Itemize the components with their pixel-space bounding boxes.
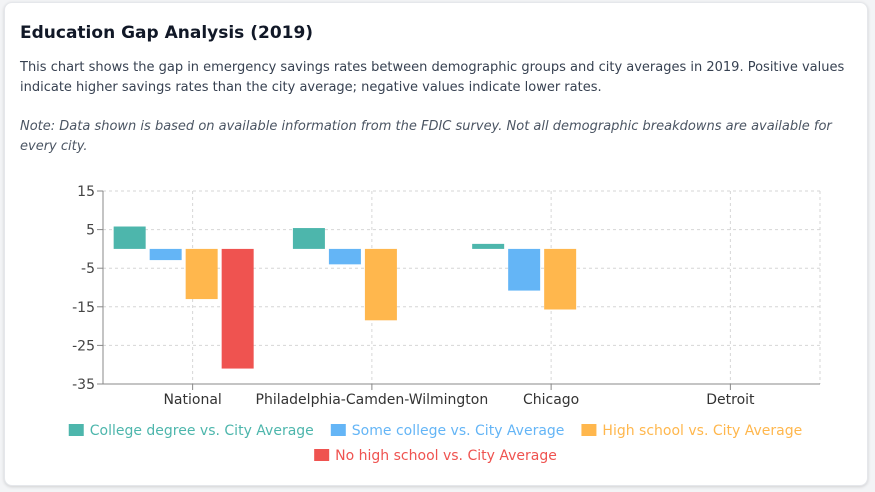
legend-item-label[interactable]: Some college vs. City Average (352, 423, 565, 439)
chart-description: This chart shows the gap in emergency sa… (20, 60, 845, 95)
bar[interactable] (544, 248, 577, 310)
bar[interactable] (149, 248, 182, 261)
legend-item-label[interactable]: High school vs. City Average (602, 423, 802, 439)
bar[interactable] (113, 226, 146, 249)
legend-item-label[interactable]: No high school vs. City Average (335, 448, 557, 464)
bars-group (113, 226, 577, 369)
x-tick-label: Philadelphia-Camden-Wilmington (256, 392, 489, 408)
bar[interactable] (185, 248, 218, 300)
bar[interactable] (221, 248, 254, 369)
y-tick-label: 15 (77, 184, 95, 200)
chart-note: Note: Data shown is based on available i… (20, 119, 832, 154)
chart-title: Education Gap Analysis (2019) (20, 23, 314, 43)
legend-swatch (330, 424, 346, 436)
legend[interactable]: College degree vs. City Average Some coll… (68, 423, 803, 464)
bar[interactable] (328, 248, 361, 265)
y-tick-label: -25 (72, 338, 95, 354)
legend-swatch (581, 424, 597, 436)
y-tick-label: 5 (86, 223, 95, 239)
bar[interactable] (508, 248, 541, 291)
x-tick-label: Chicago (523, 392, 579, 408)
axes: 15 5 -5 -15 -25 -35 National Philadelphia-Camde… (72, 184, 820, 408)
x-tick-label: Detroit (706, 392, 755, 408)
bar[interactable] (472, 243, 505, 249)
bar[interactable] (292, 228, 325, 249)
bar[interactable] (364, 248, 397, 321)
y-tick-label: -5 (81, 261, 95, 277)
y-tick-label: -15 (72, 300, 95, 316)
legend-swatch (314, 449, 330, 461)
x-tick-label: National (163, 392, 221, 408)
legend-swatch (68, 424, 84, 436)
legend-item-label[interactable]: College degree vs. City Average (90, 423, 314, 439)
chart-card: Education Gap Analysis (2019) This chart… (4, 2, 868, 486)
y-tick-label: -35 (72, 377, 95, 393)
